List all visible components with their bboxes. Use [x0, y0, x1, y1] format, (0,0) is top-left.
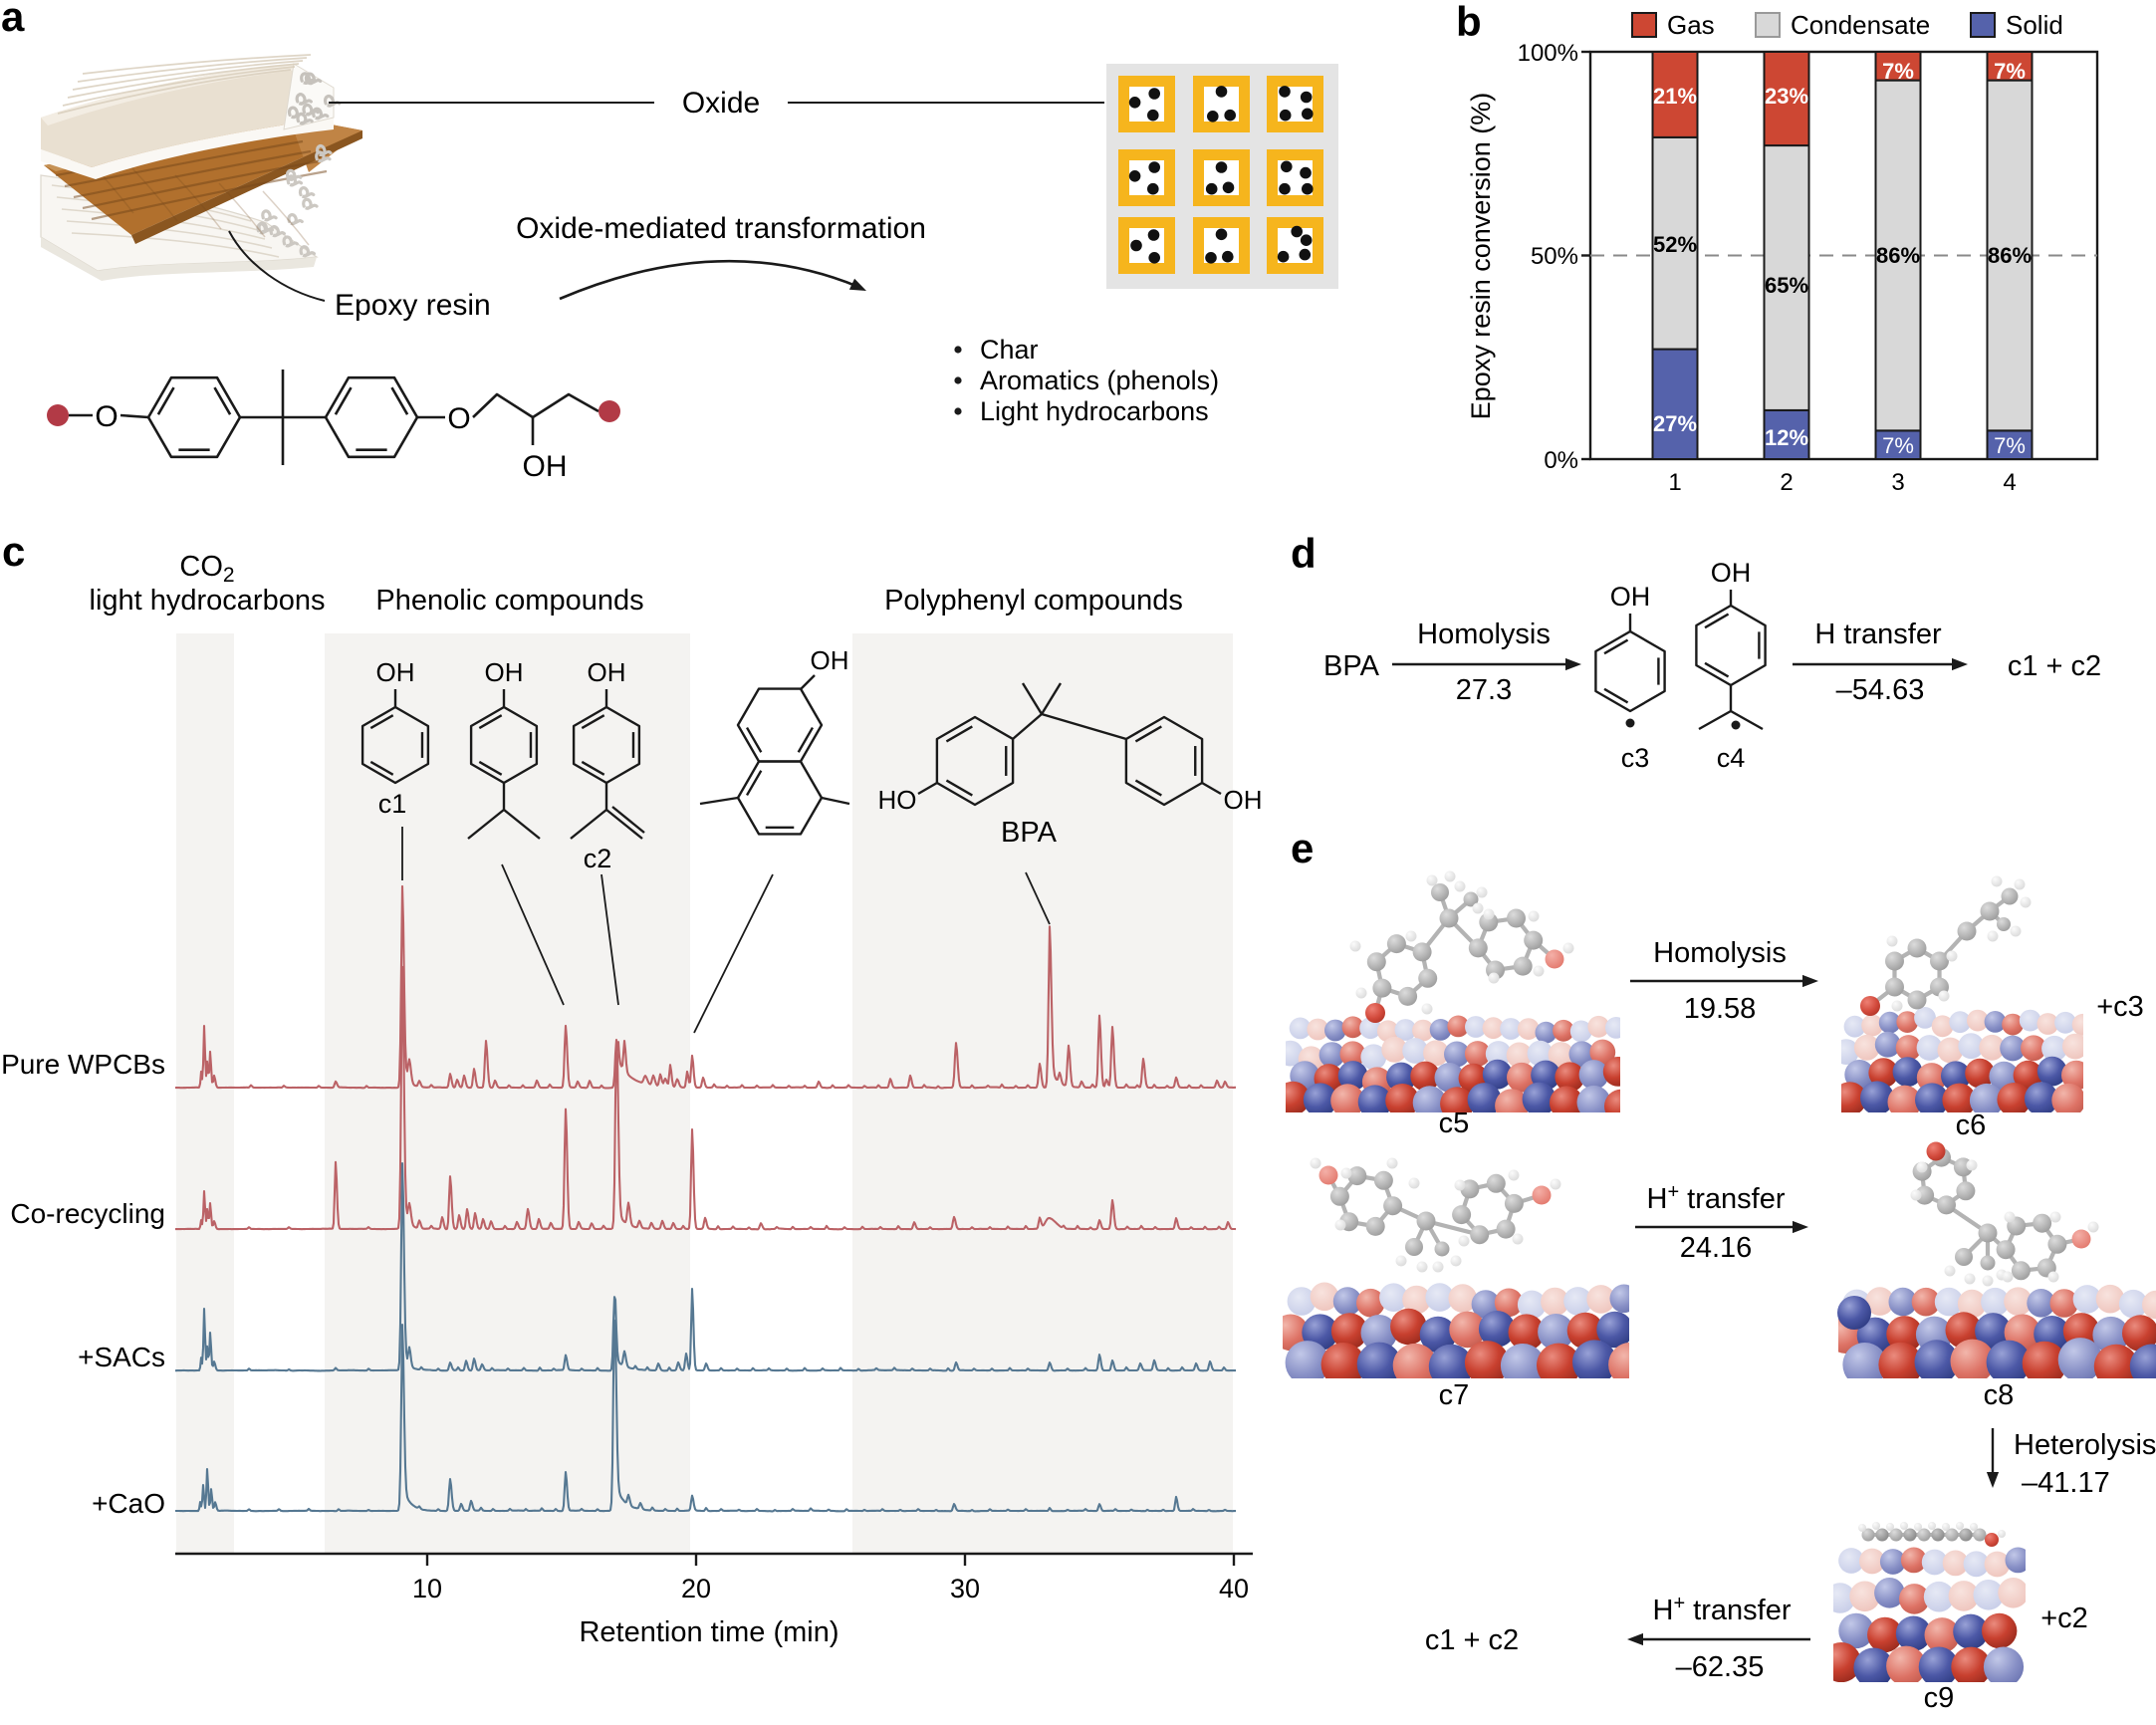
svg-text:+c2: +c2 [2040, 1602, 2088, 1634]
svg-text:2: 2 [1780, 469, 1793, 496]
svg-text:21%: 21% [1653, 84, 1697, 109]
svg-text:BPA: BPA [1001, 817, 1058, 849]
svg-text:H+ transfer: H+ transfer [1652, 1593, 1791, 1626]
svg-text:Homolysis: Homolysis [1653, 937, 1787, 969]
svg-text:Condensate: Condensate [1791, 10, 1930, 40]
svg-text:Pure WPCBs: Pure WPCBs [1, 1049, 165, 1080]
svg-text:Gas: Gas [1667, 10, 1715, 40]
svg-text:OH: OH [523, 450, 568, 483]
svg-text:c9: c9 [1924, 1682, 1955, 1714]
svg-text:–62.35: –62.35 [1676, 1651, 1765, 1683]
svg-text:65%: 65% [1765, 273, 1808, 298]
svg-text:–41.17: –41.17 [2022, 1467, 2110, 1499]
svg-text:c3: c3 [1621, 743, 1650, 773]
svg-text:Polyphenyl compounds: Polyphenyl compounds [884, 585, 1183, 616]
svg-text:OH: OH [1711, 558, 1752, 588]
svg-text:c: c [2, 528, 25, 575]
svg-text:OH: OH [485, 657, 524, 687]
svg-text:50%: 50% [1531, 243, 1578, 270]
svg-text:10: 10 [412, 1574, 442, 1603]
svg-text:Aromatics (phenols): Aromatics (phenols) [980, 366, 1219, 395]
svg-text:BPA: BPA [1323, 650, 1380, 682]
svg-text:86%: 86% [1876, 243, 1920, 268]
svg-text:c6: c6 [1956, 1109, 1987, 1141]
svg-text:H+ transfer: H+ transfer [1646, 1181, 1785, 1215]
svg-text:7%: 7% [1882, 59, 1914, 84]
svg-text:Char: Char [980, 335, 1039, 365]
svg-text:1: 1 [1668, 469, 1681, 496]
svg-text:Solid: Solid [2006, 10, 2063, 40]
svg-text:20: 20 [681, 1574, 711, 1603]
svg-text:Homolysis: Homolysis [1417, 618, 1551, 650]
svg-text:Heterolysis: Heterolysis [2014, 1429, 2156, 1461]
svg-text:+CaO: +CaO [92, 1488, 165, 1519]
svg-text:c1: c1 [378, 789, 407, 819]
svg-text:e: e [1291, 825, 1314, 871]
svg-text:52%: 52% [1653, 232, 1697, 257]
svg-text:Light hydrocarbons: Light hydrocarbons [980, 396, 1209, 426]
svg-text:23%: 23% [1765, 84, 1808, 109]
svg-text:–54.63: –54.63 [1836, 674, 1925, 706]
svg-text:+c3: +c3 [2096, 991, 2144, 1023]
svg-text:7%: 7% [1882, 433, 1914, 458]
svg-text:c1 + c2: c1 + c2 [2008, 650, 2101, 682]
svg-text:H transfer: H transfer [1814, 618, 1942, 650]
svg-text:30: 30 [950, 1574, 980, 1603]
svg-text:OH: OH [376, 657, 415, 687]
svg-text:Oxide-mediated transformation: Oxide-mediated transformation [516, 212, 926, 245]
svg-text:+SACs: +SACs [78, 1342, 165, 1372]
svg-text:27.3: 27.3 [1456, 674, 1512, 706]
svg-text:OH: OH [1610, 582, 1651, 612]
svg-text:12%: 12% [1765, 425, 1808, 450]
svg-text:Phenolic compounds: Phenolic compounds [375, 585, 643, 616]
svg-text:c8: c8 [1984, 1379, 2015, 1411]
svg-text:7%: 7% [1994, 433, 2026, 458]
svg-text:b: b [1456, 0, 1482, 45]
svg-text:27%: 27% [1653, 411, 1697, 436]
svg-text:O: O [447, 402, 470, 435]
svg-text:d: d [1291, 530, 1317, 577]
svg-text:100%: 100% [1518, 40, 1578, 67]
svg-text:c2: c2 [584, 844, 612, 873]
svg-text:HO: HO [878, 785, 917, 815]
svg-text:c1 + c2: c1 + c2 [1425, 1624, 1519, 1656]
svg-text:Oxide: Oxide [682, 87, 760, 120]
svg-text:c5: c5 [1439, 1108, 1470, 1139]
svg-text:Co-recycling: Co-recycling [10, 1198, 165, 1229]
svg-text:19.58: 19.58 [1684, 993, 1757, 1025]
svg-text:a: a [1, 0, 25, 40]
svg-text:7%: 7% [1994, 59, 2026, 84]
svg-text:CO2: CO2 [179, 551, 234, 587]
svg-text:O: O [95, 400, 118, 433]
svg-text:40: 40 [1219, 1574, 1249, 1603]
svg-text:Epoxy resin conversion (%): Epoxy resin conversion (%) [1466, 93, 1496, 420]
svg-text:light hydrocarbons: light hydrocarbons [90, 585, 326, 616]
svg-text:24.16: 24.16 [1680, 1232, 1753, 1264]
svg-text:c7: c7 [1439, 1379, 1470, 1411]
svg-text:OH: OH [588, 657, 626, 687]
svg-text:OH: OH [1224, 785, 1263, 815]
svg-text:OH: OH [811, 645, 849, 675]
svg-text:Epoxy resin: Epoxy resin [335, 289, 491, 322]
svg-text:c4: c4 [1717, 743, 1746, 773]
svg-text:86%: 86% [1988, 243, 2032, 268]
svg-text:4: 4 [2003, 469, 2016, 496]
svg-text:0%: 0% [1544, 447, 1578, 474]
svg-text:3: 3 [1891, 469, 1904, 496]
svg-text:Retention time (min): Retention time (min) [579, 1616, 838, 1648]
